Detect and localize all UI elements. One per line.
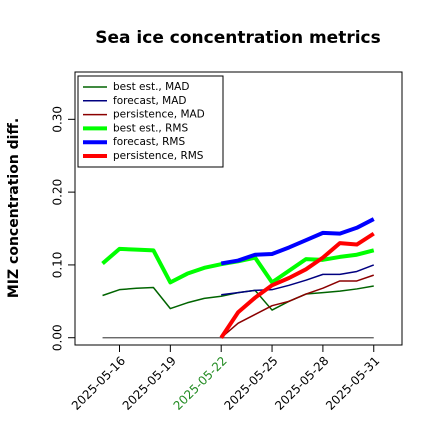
plot-frame [74, 71, 403, 346]
series-line [219, 231, 375, 339]
y-tick-label: 0.30 [51, 106, 65, 133]
series-line [102, 285, 374, 311]
y-tick-label: 0.10 [51, 252, 65, 279]
x-tick-label: 2025-05-16 [69, 354, 128, 413]
series-line [220, 217, 375, 266]
legend-label: persistence, MAD [113, 109, 205, 121]
x-tick-label: 2025-05-22 [171, 354, 230, 413]
legend: best est., MAD forecast, MAD persistence, … [77, 75, 224, 168]
y-axis-label: MIZ concentration diff. [6, 118, 22, 298]
legend-label: forecast, RMS [113, 136, 185, 148]
y-tick-label: 0.20 [51, 179, 65, 206]
legend-label: best est., MAD [113, 81, 189, 93]
series-line [220, 274, 374, 339]
legend-box [77, 75, 224, 168]
x-tick-label: 2025-05-19 [120, 354, 179, 413]
x-tick-label: 2025-05-31 [323, 354, 382, 413]
legend-label: persistence, RMS [113, 150, 204, 162]
legend-label: best est., RMS [113, 122, 188, 134]
x-tick-label: 2025-05-25 [221, 354, 280, 413]
series-line [101, 246, 375, 285]
chart-title: Sea ice concentration metrics [95, 28, 381, 48]
x-tick-label: 2025-05-28 [272, 354, 331, 413]
series-line [221, 264, 375, 296]
y-tick-label: 0.00 [51, 324, 65, 351]
legend-label: forecast, MAD [113, 95, 186, 107]
